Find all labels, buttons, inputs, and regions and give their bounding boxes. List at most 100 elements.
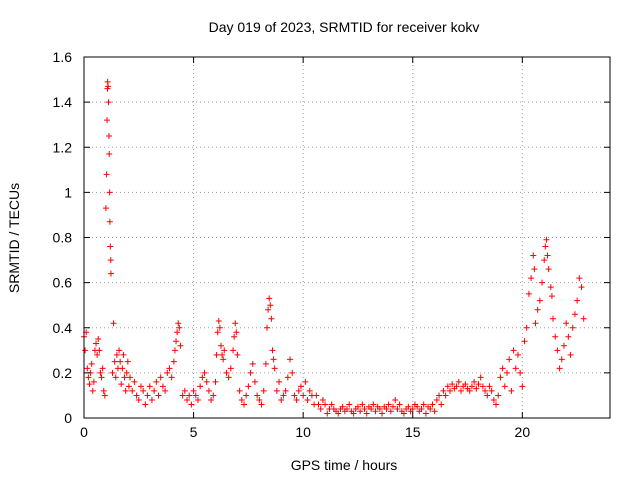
data-point xyxy=(233,329,240,336)
data-point xyxy=(107,257,114,264)
data-point xyxy=(556,365,563,372)
data-point xyxy=(427,405,434,412)
data-point xyxy=(232,320,239,327)
data-point xyxy=(247,369,254,376)
data-point xyxy=(495,392,502,399)
data-point xyxy=(231,333,238,340)
data-point xyxy=(116,347,123,354)
data-point xyxy=(243,392,250,399)
data-point xyxy=(267,302,274,309)
data-point xyxy=(157,374,164,381)
data-point xyxy=(328,401,335,408)
data-point xyxy=(85,374,92,381)
data-point xyxy=(359,401,366,408)
data-point xyxy=(96,347,103,354)
data-point xyxy=(315,401,322,408)
data-point xyxy=(306,387,313,394)
data-point xyxy=(488,387,495,394)
data-point xyxy=(530,252,537,259)
data-point xyxy=(251,378,258,385)
data-point xyxy=(271,365,278,372)
data-point xyxy=(245,383,252,390)
data-point xyxy=(133,392,140,399)
data-point xyxy=(153,378,160,385)
data-point xyxy=(140,387,147,394)
data-point xyxy=(484,392,491,399)
data-point xyxy=(534,306,541,313)
data-point xyxy=(256,396,263,403)
data-point xyxy=(176,324,183,331)
y-axis-label: SRMTID / TECUs xyxy=(6,183,22,293)
data-point xyxy=(508,387,515,394)
data-point xyxy=(258,401,265,408)
data-point xyxy=(493,401,500,408)
data-point xyxy=(392,396,399,403)
data-point xyxy=(177,342,184,349)
chart-title: Day 019 of 2023, SRMTID for receiver kok… xyxy=(209,19,480,35)
data-point xyxy=(466,387,473,394)
data-point xyxy=(125,383,132,390)
data-point xyxy=(436,392,443,399)
x-tick-label: 10 xyxy=(295,424,311,440)
data-point xyxy=(88,360,95,367)
data-point xyxy=(213,351,220,358)
data-point xyxy=(105,132,112,139)
data-point xyxy=(171,347,178,354)
data-point xyxy=(131,378,138,385)
data-point xyxy=(269,347,276,354)
data-point xyxy=(514,351,521,358)
data-point xyxy=(405,403,412,410)
x-tick-label: 15 xyxy=(405,424,421,440)
data-point xyxy=(510,347,517,354)
data-point xyxy=(162,387,169,394)
data-point xyxy=(148,396,155,403)
data-point xyxy=(186,392,193,399)
data-point xyxy=(580,315,587,322)
data-point xyxy=(107,270,114,277)
data-point xyxy=(539,279,546,286)
data-point xyxy=(262,360,269,367)
data-point xyxy=(567,351,574,358)
data-point xyxy=(278,396,285,403)
data-point xyxy=(173,338,180,345)
data-point xyxy=(372,408,379,415)
data-point xyxy=(117,358,124,365)
data-point xyxy=(254,392,261,399)
data-points xyxy=(81,78,587,417)
data-point xyxy=(280,392,287,399)
data-point xyxy=(302,378,309,385)
data-point xyxy=(106,151,113,158)
data-point xyxy=(400,410,407,417)
data-point xyxy=(215,317,222,324)
data-point xyxy=(344,405,350,412)
data-point xyxy=(144,392,151,399)
data-point xyxy=(217,342,224,349)
data-point xyxy=(84,365,91,372)
data-point xyxy=(220,356,227,363)
data-point xyxy=(339,403,346,410)
data-point xyxy=(168,374,175,381)
data-point xyxy=(525,290,532,297)
data-point xyxy=(238,396,245,403)
data-point xyxy=(319,396,326,403)
data-point xyxy=(536,297,543,304)
data-point xyxy=(420,401,427,408)
data-point xyxy=(297,383,304,390)
data-point xyxy=(379,410,386,417)
data-point xyxy=(291,392,298,399)
data-point xyxy=(110,320,117,327)
data-point xyxy=(107,243,114,250)
data-point xyxy=(486,383,493,390)
data-point xyxy=(558,356,565,363)
data-point xyxy=(203,378,210,385)
data-point xyxy=(512,365,519,372)
x-tick-label: 5 xyxy=(190,424,198,440)
data-point xyxy=(102,205,109,212)
data-point xyxy=(565,333,572,340)
data-point xyxy=(560,342,567,349)
y-tick-label: 1 xyxy=(64,184,72,200)
data-point xyxy=(578,284,585,291)
data-point xyxy=(240,401,247,408)
data-point xyxy=(501,383,508,390)
